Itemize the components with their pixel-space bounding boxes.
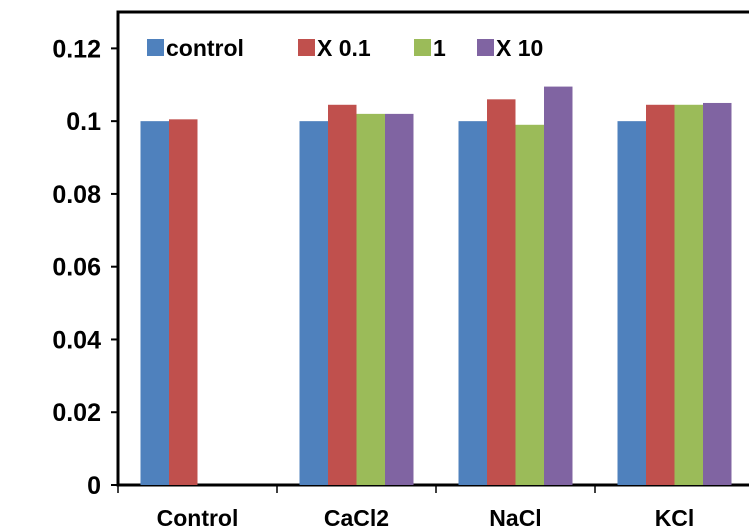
legend-label: X 0.1 — [317, 35, 371, 61]
bar-x10-cacl2 — [385, 113, 414, 485]
y-tick-label: 0.04 — [52, 326, 101, 354]
legend-swatch — [298, 39, 315, 56]
bar-x0.1-control — [169, 119, 198, 485]
legend: control X 0.1 1 X 10 — [147, 35, 543, 61]
bar-1-kcl — [674, 104, 703, 486]
bar-x0.1-kcl — [646, 104, 675, 486]
bar-x0.1-cacl2 — [328, 104, 357, 486]
y-tick-label: 0.08 — [52, 181, 101, 209]
bar-1-cacl2 — [356, 113, 385, 485]
legend-swatch — [414, 39, 431, 56]
legend-swatch — [477, 39, 494, 56]
bar-x0.1-nacl — [487, 99, 516, 486]
legend-swatch — [147, 39, 164, 56]
bar-x10-nacl — [544, 86, 573, 485]
legend-label: X 10 — [496, 35, 543, 61]
legend-label: control — [166, 35, 244, 61]
plot-frame — [116, 10, 749, 487]
y-tick-label: 0.12 — [52, 35, 101, 63]
plot-area — [116, 10, 749, 487]
bar-1-nacl — [515, 124, 544, 486]
bars-group — [140, 86, 732, 486]
y-tick-label: 0.1 — [66, 108, 101, 136]
x-category-label: KCl — [655, 505, 695, 531]
y-tick-label: 0.02 — [52, 399, 101, 427]
legend-label: 1 — [433, 35, 446, 61]
x-axis: Control CaCl2 NaCl KCl — [117, 485, 695, 531]
bar-control-control — [140, 121, 169, 486]
x-category-label: CaCl2 — [324, 505, 389, 531]
y-tick-label: 0 — [87, 472, 101, 500]
y-tick-label: 0.06 — [52, 254, 101, 282]
y-axis: 0 0.02 0.04 0.06 0.08 0.1 0.12 — [52, 35, 118, 500]
x-category-label: NaCl — [489, 505, 541, 531]
bar-x10-kcl — [703, 102, 732, 485]
bar-control-cacl2 — [299, 121, 328, 486]
x-category-label: Control — [157, 505, 239, 531]
bar-control-nacl — [458, 121, 487, 486]
bar-control-kcl — [617, 121, 646, 486]
